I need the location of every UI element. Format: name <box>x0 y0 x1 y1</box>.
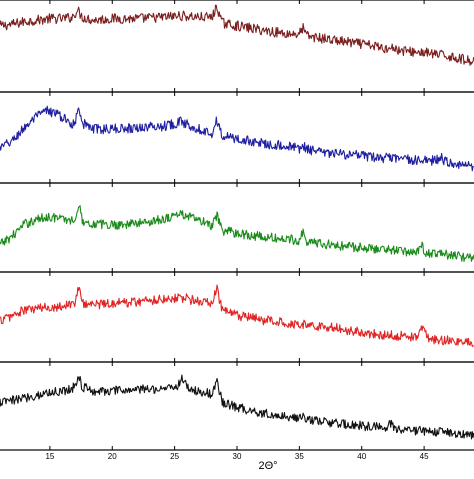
series-line-3 <box>0 205 474 262</box>
panel-frame-1 <box>0 0 474 93</box>
x-axis: 15 20 25 30 35 40 45 <box>45 0 429 461</box>
series-line-4 <box>0 284 474 348</box>
x-tick-label: 45 <box>420 452 429 461</box>
x-tick-label: 20 <box>108 452 117 461</box>
x-tick-label: 40 <box>357 452 366 461</box>
series-line-5 <box>0 374 474 440</box>
panels-group <box>0 0 474 451</box>
panel-frame-2 <box>0 91 474 184</box>
panel-frame-4 <box>0 271 474 363</box>
x-tick-label: 25 <box>170 452 179 461</box>
series-line-2 <box>0 105 474 172</box>
series-line-1 <box>0 4 474 66</box>
x-axis-label: 2Θ° <box>258 460 277 472</box>
x-tick-label: 15 <box>45 452 54 461</box>
panel-frame-5 <box>0 361 474 451</box>
series-group <box>0 4 474 440</box>
panel-frame-3 <box>0 182 474 273</box>
x-tick-label: 30 <box>233 452 242 461</box>
x-tick-label: 35 <box>295 452 304 461</box>
